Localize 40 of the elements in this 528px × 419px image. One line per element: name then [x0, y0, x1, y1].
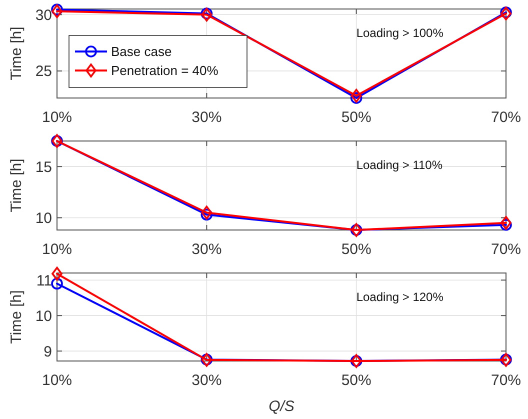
point	[200, 8, 213, 20]
point	[51, 278, 63, 290]
point	[201, 206, 212, 220]
x-tick-label: 70%	[490, 372, 522, 389]
point	[350, 88, 362, 103]
point	[201, 8, 212, 22]
point	[200, 208, 213, 221]
y-axis-title: Time [h]	[8, 26, 25, 80]
point	[51, 4, 63, 16]
x-tick-label: 70%	[490, 241, 522, 258]
x-tick-label: 30%	[192, 372, 222, 389]
x-tick-label: 50%	[341, 372, 372, 389]
legend-label: Penetration = 40%	[111, 63, 219, 78]
x-tick-label: 10%	[42, 109, 72, 126]
x-tick-label: 50%	[341, 109, 372, 126]
annotation: Loading > 110%	[356, 158, 443, 172]
point	[52, 4, 62, 18]
y-tick-label: 10	[35, 210, 52, 227]
x-tick-label: 70%	[490, 109, 522, 126]
x-axis-title: Q/S	[268, 398, 294, 415]
x-tick-label: 10%	[42, 372, 72, 389]
x-tick-label: 10%	[42, 241, 72, 258]
annotation: Loading > 120%	[356, 290, 444, 304]
point	[500, 216, 512, 230]
x-tick-label: 30%	[192, 109, 222, 126]
point	[52, 266, 62, 281]
y-tick-label: 30	[35, 6, 52, 24]
y-tick-label: 9	[44, 343, 52, 360]
y-tick-label: 25	[35, 63, 52, 80]
y-tick-label: 10	[35, 308, 52, 325]
point	[500, 218, 512, 231]
y-tick-label: 15	[35, 158, 52, 176]
point	[350, 92, 362, 104]
y-axis-title: Time [h]	[8, 158, 25, 212]
annotation: Loading > 100%	[356, 26, 444, 40]
x-tick-label: 30%	[192, 241, 222, 258]
y-tick-label: 11	[36, 272, 52, 290]
y-axis-title: Time [h]	[8, 290, 25, 344]
legend-label: Base case	[111, 44, 172, 60]
x-tick-label: 50%	[341, 241, 372, 258]
